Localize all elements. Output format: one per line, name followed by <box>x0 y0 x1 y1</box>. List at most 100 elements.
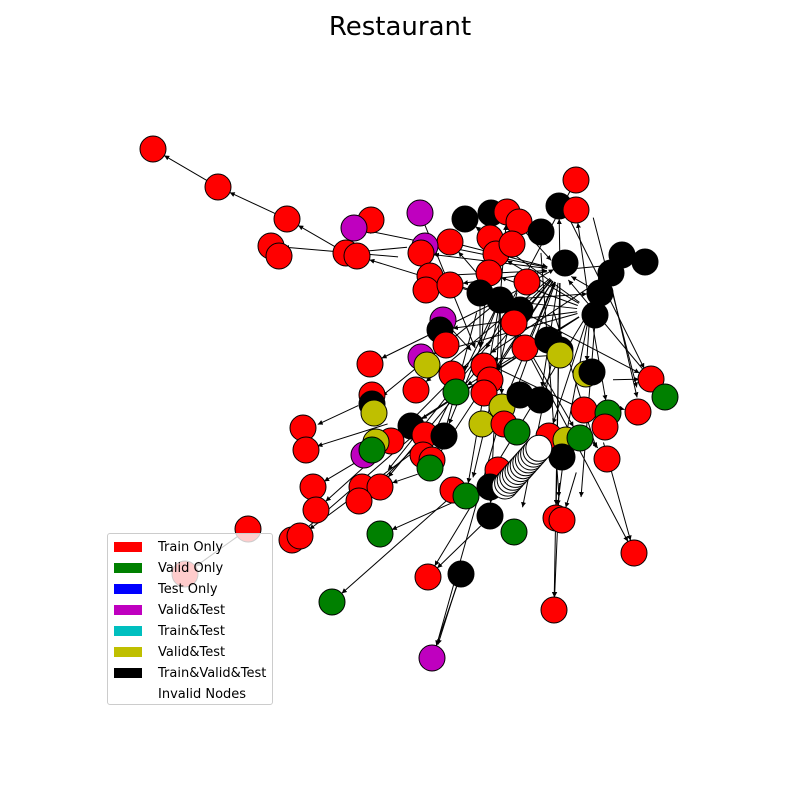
graph-node <box>366 473 394 501</box>
graph-node <box>551 249 579 277</box>
graph-nodes <box>139 135 679 672</box>
graph-node <box>591 413 619 441</box>
legend-swatch-valid-test <box>114 605 142 615</box>
graph-edge <box>341 488 461 594</box>
graph-node <box>452 482 480 510</box>
graph-edge <box>584 322 590 362</box>
graph-edge <box>511 305 640 374</box>
graph-node <box>402 376 430 404</box>
graph-node <box>273 205 301 233</box>
legend-swatch-train-test <box>114 626 142 636</box>
graph-node <box>546 341 574 369</box>
graph-edge <box>576 222 589 298</box>
legend-label: Train Only <box>158 539 224 555</box>
graph-node <box>593 445 621 473</box>
graph-edge <box>552 322 587 424</box>
legend-item: Valid Only <box>114 560 223 576</box>
graph-node <box>358 436 386 464</box>
graph-node <box>430 422 458 450</box>
graph-edge <box>612 292 639 398</box>
legend-item: Test Only <box>114 581 218 597</box>
graph-node <box>540 596 568 624</box>
legend-swatch-invalid <box>114 689 142 699</box>
legend-swatch-valid-test-alt <box>114 647 142 657</box>
graph-node <box>366 520 394 548</box>
graph-node <box>299 473 327 501</box>
graph-node <box>476 502 504 530</box>
graph-node <box>527 218 555 246</box>
graph-edge <box>437 587 457 645</box>
graph-node <box>413 351 441 379</box>
graph-node <box>578 358 606 386</box>
graph-edge <box>317 405 359 425</box>
graph-node <box>624 398 652 426</box>
graph-node <box>292 436 320 464</box>
graph-node <box>620 539 648 567</box>
graph-node <box>345 487 373 515</box>
graph-edge <box>491 365 573 405</box>
legend-item: Train&Test <box>114 623 225 639</box>
graph-edge <box>571 276 589 287</box>
legend-item: Train&Valid&Test <box>114 665 266 681</box>
graph-node <box>562 196 590 224</box>
graph-node <box>139 135 167 163</box>
graph-node <box>503 418 531 446</box>
graph-node <box>631 248 659 276</box>
legend-label: Test Only <box>158 581 218 597</box>
graph-node <box>566 424 594 452</box>
graph-node <box>343 242 371 270</box>
graph-node <box>470 379 498 407</box>
graph-node <box>414 563 442 591</box>
graph-edge <box>163 155 208 181</box>
graph-node <box>436 228 464 256</box>
graph-node <box>637 365 665 393</box>
graph-node <box>302 496 330 524</box>
graph-node <box>548 506 576 534</box>
graph-node <box>340 214 368 242</box>
graph-node <box>265 242 293 270</box>
graph-node <box>432 331 460 359</box>
graph-node <box>498 230 526 258</box>
legend-label: Valid Only <box>158 560 224 576</box>
graph-node <box>204 173 232 201</box>
graph-node <box>562 166 590 194</box>
graph-title: Restaurant <box>328 12 472 42</box>
graph-edge <box>564 472 577 508</box>
graph-node <box>447 560 475 588</box>
graph-node <box>548 443 576 471</box>
legend-item: Valid&Test <box>114 644 225 660</box>
graph-edge <box>436 525 482 569</box>
legend: Train Only Valid Only Test Only Valid&Te… <box>107 533 273 705</box>
graph-node <box>286 522 314 550</box>
legend-item: Valid&Test <box>114 602 225 618</box>
graph-edge <box>392 473 418 484</box>
graph-node <box>570 396 598 424</box>
graph-edge <box>317 423 388 447</box>
graph-node <box>416 454 444 482</box>
graph-node <box>651 383 679 411</box>
graph-node <box>526 386 554 414</box>
graph-node <box>418 644 446 672</box>
graph-edge <box>298 225 335 247</box>
graph-node <box>513 268 541 296</box>
graph-node <box>500 518 528 546</box>
graph-node <box>412 276 440 304</box>
graph-node <box>586 279 614 307</box>
legend-swatch-test-only <box>114 584 142 594</box>
legend-label: Train&Valid&Test <box>158 665 267 681</box>
legend-swatch-train-valid-test <box>114 668 142 678</box>
graph-node <box>436 271 464 299</box>
legend-swatch-valid-only <box>114 563 142 573</box>
legend-swatch-train-only <box>114 542 142 552</box>
legend-label: Invalid Nodes <box>158 686 247 702</box>
graph-node <box>581 301 609 329</box>
legend-item: Invalid Nodes <box>114 686 246 702</box>
graph-edge <box>567 279 644 370</box>
graph-node <box>356 350 384 378</box>
graph-node <box>442 378 470 406</box>
graph-node <box>360 399 388 427</box>
graph-node <box>525 434 553 462</box>
legend-item: Train Only <box>114 539 223 555</box>
legend-label: Train&Test <box>158 623 225 639</box>
